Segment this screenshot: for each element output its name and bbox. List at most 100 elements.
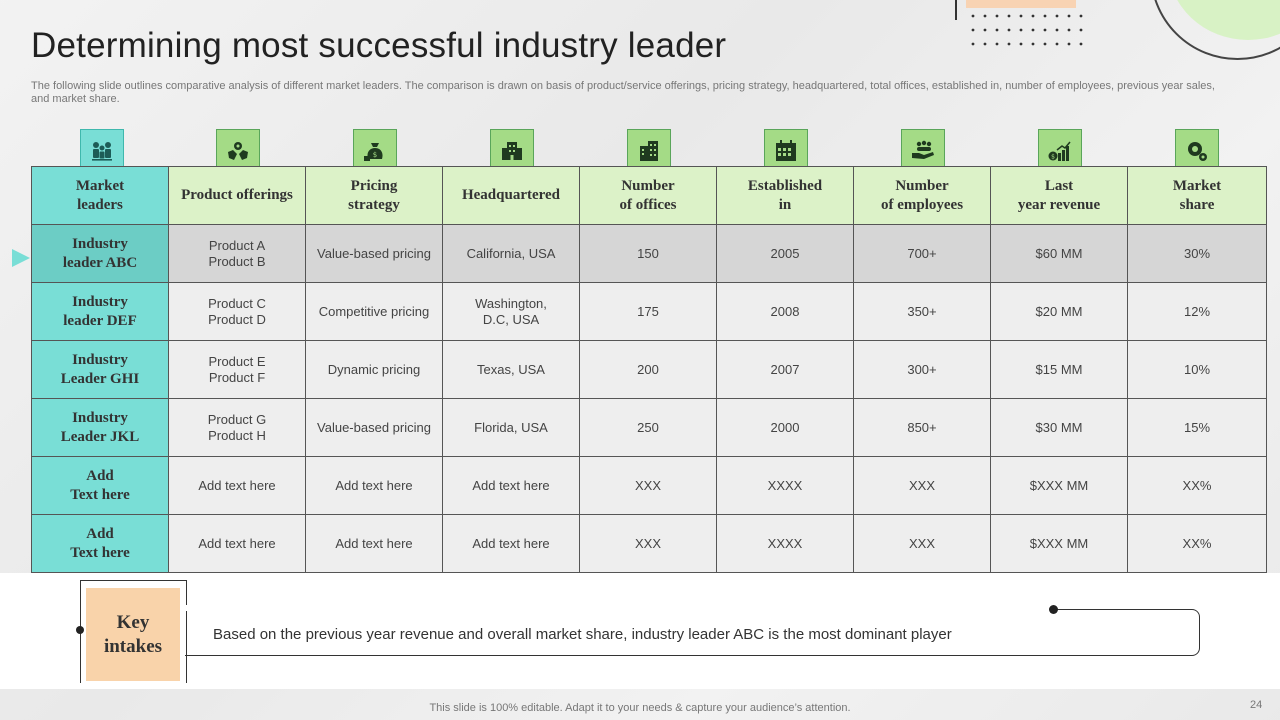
key-intakes-band: [0, 573, 1280, 689]
selected-row-marker: [12, 249, 30, 267]
column-header-established-in: Established in: [716, 166, 854, 225]
header-icon-box: [216, 129, 260, 173]
deco-line: [955, 0, 957, 20]
cell-established: 2000: [716, 398, 854, 457]
cell-products: Add text here: [168, 514, 306, 573]
cell-hq: California, USA: [442, 224, 580, 283]
table-row[interactable]: Industry leader DEF Product C Product D …: [31, 282, 1267, 341]
cell-leader: Add Text here: [31, 456, 169, 515]
table-row[interactable]: Add Text here Add text here Add text her…: [31, 514, 1267, 573]
svg-text:$: $: [373, 151, 377, 159]
cell-products: Product A Product B: [168, 224, 306, 283]
cell-pricing: Dynamic pricing: [305, 340, 443, 399]
office-building-icon: [640, 141, 658, 161]
key-intakes-text: Based on the previous year revenue and o…: [213, 626, 952, 643]
cell-share: 30%: [1127, 224, 1267, 283]
header-icon-box: [1175, 129, 1219, 173]
table-row[interactable]: Industry Leader GHI Product E Product F …: [31, 340, 1267, 399]
comparison-table: Market leaders Product offerings Pricing…: [31, 166, 1267, 573]
calendar-icon: [776, 140, 796, 161]
team-hand-icon: [912, 140, 934, 159]
cell-products: Add text here: [168, 456, 306, 515]
cell-employees: 350+: [853, 282, 991, 341]
cell-offices: XXX: [579, 456, 717, 515]
header-icon-box: $: [1038, 129, 1082, 173]
cell-established: XXXX: [716, 514, 854, 573]
cell-leader: Industry Leader GHI: [31, 340, 169, 399]
cell-products: Product C Product D: [168, 282, 306, 341]
cell-employees: 850+: [853, 398, 991, 457]
cell-offices: XXX: [579, 514, 717, 573]
cell-pricing: Add text here: [305, 456, 443, 515]
revenue-chart-icon: $: [1048, 141, 1071, 161]
cell-leader: Industry leader DEF: [31, 282, 169, 341]
cell-established: XXXX: [716, 456, 854, 515]
cell-leader: Industry Leader JKL: [31, 398, 169, 457]
cell-products: Product G Product H: [168, 398, 306, 457]
cell-offices: 200: [579, 340, 717, 399]
column-header-number-of-employees: Number of employees: [853, 166, 991, 225]
table-row[interactable]: Add Text here Add text here Add text her…: [31, 456, 1267, 515]
cell-pricing: Value-based pricing: [305, 224, 443, 283]
table-header-row: Market leaders Product offerings Pricing…: [31, 166, 1267, 225]
cell-offices: 150: [579, 224, 717, 283]
cell-products: Product E Product F: [168, 340, 306, 399]
cell-share: XX%: [1127, 456, 1267, 515]
cell-hq: Texas, USA: [442, 340, 580, 399]
hand-gear-icon: [228, 142, 248, 160]
cell-leader: Industry leader ABC: [31, 224, 169, 283]
header-icon-box: [80, 129, 124, 173]
cell-revenue: $XXX MM: [990, 456, 1128, 515]
slide-footer: This slide is 100% editable. Adapt it to…: [429, 702, 851, 714]
buildings-icon: [502, 142, 522, 160]
cell-revenue: $20 MM: [990, 282, 1128, 341]
deco-peach-bar: [966, 0, 1076, 8]
cell-hq: Florida, USA: [442, 398, 580, 457]
cell-share: 10%: [1127, 340, 1267, 399]
cell-pricing: Add text here: [305, 514, 443, 573]
cell-share: XX%: [1127, 514, 1267, 573]
cell-employees: XXX: [853, 456, 991, 515]
connector-dot: [1049, 605, 1058, 614]
column-header-market-share: Market share: [1127, 166, 1267, 225]
gear-globe-icon: [1188, 142, 1207, 161]
table-row[interactable]: Industry Leader JKL Product G Product H …: [31, 398, 1267, 457]
column-header-pricing-strategy: Pricing strategy: [305, 166, 443, 225]
column-header-number-of-offices: Number of offices: [579, 166, 717, 225]
connector-dot: [76, 626, 84, 634]
cell-offices: 175: [579, 282, 717, 341]
money-bag-icon: $: [364, 143, 383, 161]
cell-hq: Add text here: [442, 514, 580, 573]
page-subtitle: The following slide outlines comparative…: [31, 80, 1215, 105]
comparison-table-wrap: Market leaders Product offerings Pricing…: [31, 166, 1267, 573]
cell-share: 15%: [1127, 398, 1267, 457]
cell-hq: Washington, D.C, USA: [442, 282, 580, 341]
key-intakes-label: Key intakes: [86, 588, 180, 681]
column-header-product-offerings: Product offerings: [168, 166, 306, 225]
cell-established: 2007: [716, 340, 854, 399]
cell-employees: XXX: [853, 514, 991, 573]
cell-leader: Add Text here: [31, 514, 169, 573]
page-title: Determining most successful industry lea…: [31, 26, 727, 65]
column-header-last-year-revenue: Last year revenue: [990, 166, 1128, 225]
table-row[interactable]: Industry leader ABC Product A Product B …: [31, 224, 1267, 283]
connector-mask: [185, 605, 1051, 611]
header-icon-box: [490, 129, 534, 173]
header-icon-box: [627, 129, 671, 173]
cell-employees: 300+: [853, 340, 991, 399]
cell-offices: 250: [579, 398, 717, 457]
cell-hq: Add text here: [442, 456, 580, 515]
header-icon-box: [764, 129, 808, 173]
cell-employees: 700+: [853, 224, 991, 283]
cell-revenue: $30 MM: [990, 398, 1128, 457]
cell-revenue: $60 MM: [990, 224, 1128, 283]
deco-dot-grid: [971, 14, 1083, 46]
cell-pricing: Competitive pricing: [305, 282, 443, 341]
svg-text:$: $: [1051, 154, 1055, 161]
cell-pricing: Value-based pricing: [305, 398, 443, 457]
column-header-headquartered: Headquartered: [442, 166, 580, 225]
cell-revenue: $XXX MM: [990, 514, 1128, 573]
header-icon-box: [901, 129, 945, 173]
cell-share: 12%: [1127, 282, 1267, 341]
cell-established: 2005: [716, 224, 854, 283]
